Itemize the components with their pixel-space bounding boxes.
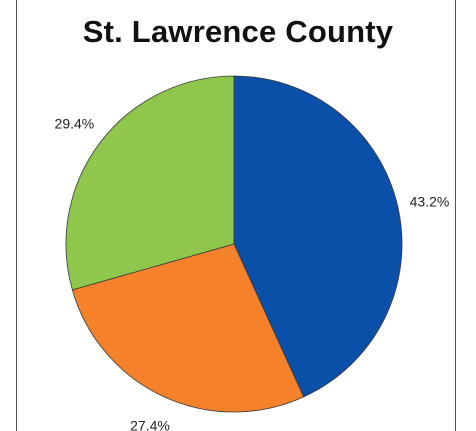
pie-slice-label-2: 29.4% (55, 115, 95, 131)
pie-slice-1 (71, 243, 305, 413)
pie-slice-0 (233, 75, 403, 398)
pie-labels: 43.2% 27.4% 29.4% (55, 115, 450, 431)
pie-slice-label-1: 27.4% (130, 418, 170, 431)
pie-slice-label-0: 43.2% (410, 194, 450, 210)
pie-slices (65, 75, 403, 413)
pie-slice-2 (65, 75, 235, 291)
chart-title: St. Lawrence County (82, 14, 394, 49)
